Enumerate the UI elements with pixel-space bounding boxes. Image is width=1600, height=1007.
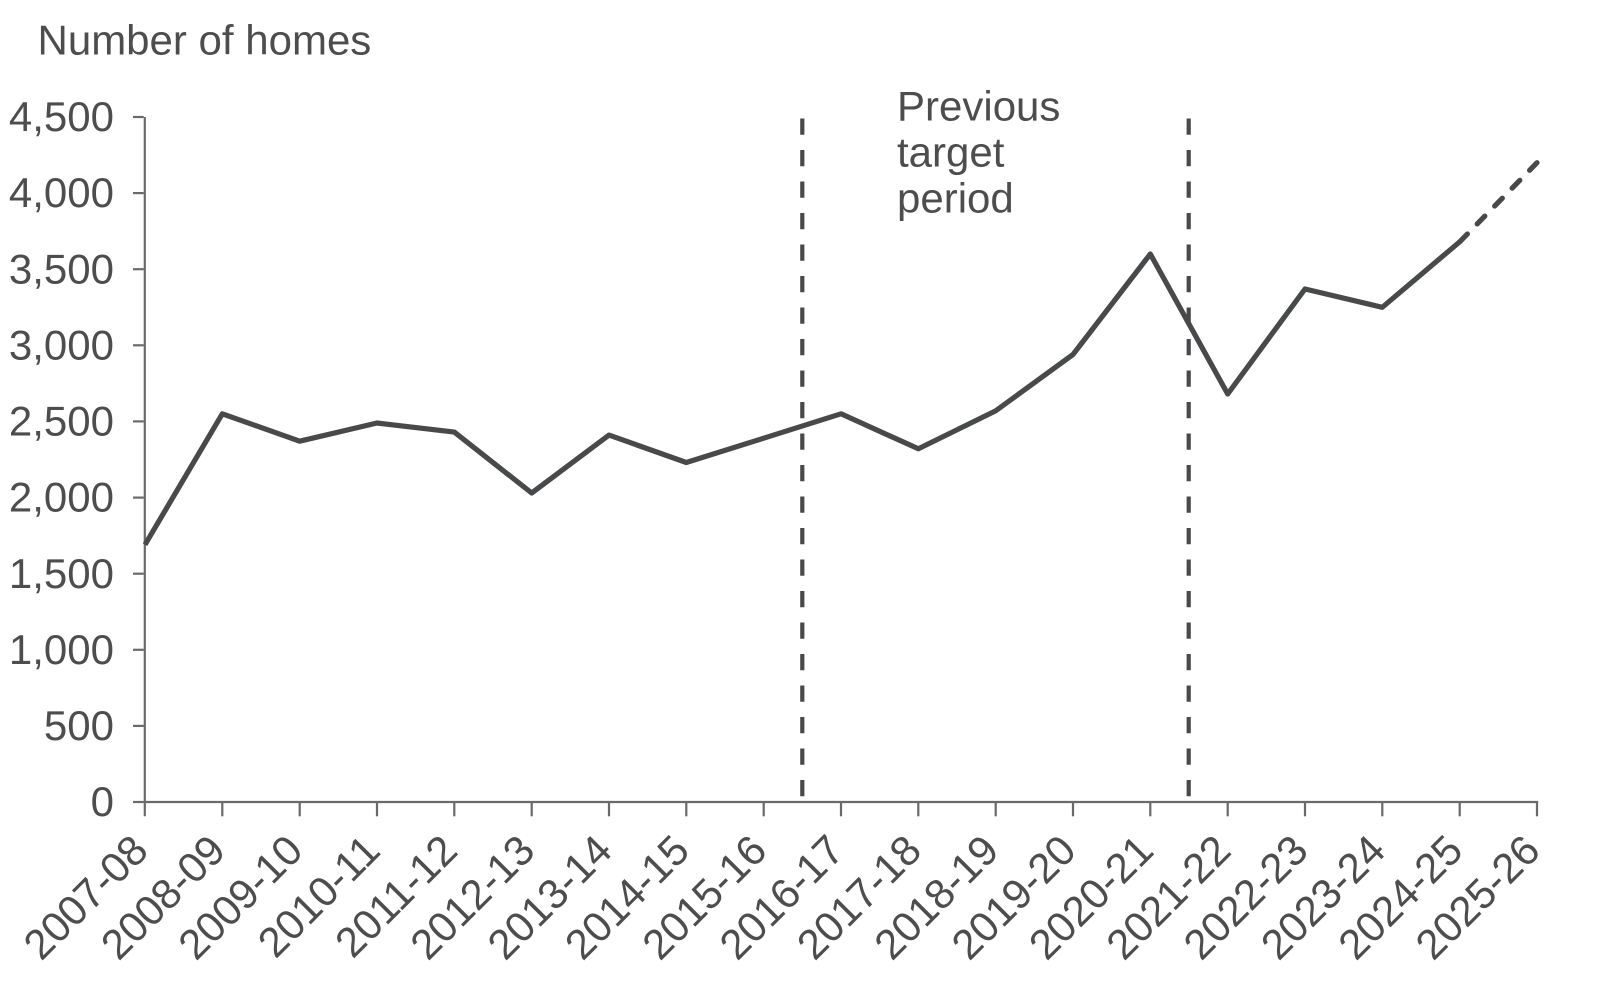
svg-text:0: 0 <box>91 778 114 825</box>
svg-text:4,500: 4,500 <box>9 93 114 140</box>
svg-text:Number of homes: Number of homes <box>38 17 372 64</box>
svg-text:1,000: 1,000 <box>9 626 114 673</box>
svg-text:3,000: 3,000 <box>9 321 114 368</box>
svg-text:4,000: 4,000 <box>9 169 114 216</box>
svg-text:1,500: 1,500 <box>9 550 114 597</box>
svg-text:3,500: 3,500 <box>9 245 114 292</box>
svg-text:2,000: 2,000 <box>9 474 114 521</box>
svg-text:2,500: 2,500 <box>9 397 114 444</box>
svg-text:500: 500 <box>44 702 114 749</box>
